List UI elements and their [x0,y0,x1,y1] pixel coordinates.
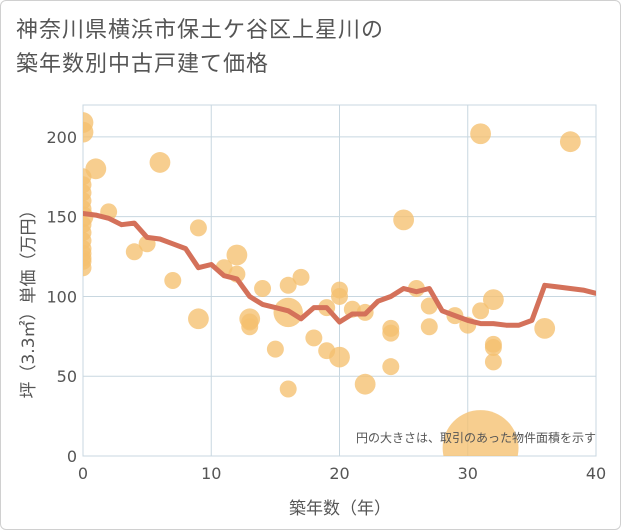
average-price-line [83,211,596,328]
bubble-point [241,313,259,331]
bubble-point [382,324,400,342]
bubble-point [189,219,207,237]
x-tick-label: 30 [458,464,478,483]
bubble-point [188,308,209,330]
bubble-point [83,259,92,277]
x-tick-label: 40 [586,464,606,483]
tick-labels: 0 10 20 30 40 0 50 100 150 200 [46,128,606,483]
bubble-point [534,317,556,339]
y-axis-title: 坪（3.3㎡）単価（万円） [19,201,39,398]
bubble-point [266,340,284,358]
x-tick-label: 0 [78,464,88,483]
bubble-point [393,209,415,231]
y-tick-label: 50 [57,367,77,386]
bubble-point [470,123,491,145]
bubble-point [226,244,248,266]
chart-title: 神奈川県横浜市保土ケ谷区上星川の 築年数別中古戸建て価格 [16,14,384,82]
y-tick-label: 200 [46,128,77,147]
bubble-point [279,380,297,398]
bubble-point [292,268,310,286]
bubble-point [442,410,519,456]
y-tick-label: 150 [46,208,77,227]
bubble-point [305,329,323,347]
bubble-point [420,297,438,315]
bubble-point [382,358,400,376]
bubble-point [164,272,182,289]
x-axis-title: 築年数（年） [289,499,391,519]
line-layer [83,211,596,328]
bubble-point [331,287,348,305]
y-tick-label: 0 [67,447,77,466]
bubble-point [85,158,107,180]
bubble-point [125,243,143,261]
grid [82,104,597,457]
bubble-point [483,289,504,311]
bubble-layer [83,112,581,456]
bubble-point [254,279,272,297]
bubble-point [149,152,171,173]
bubble-point [329,346,350,368]
y-tick-label: 100 [46,287,77,306]
bubble-point [484,339,502,356]
bubble-point [420,318,438,336]
bubble-point [279,276,297,294]
x-tick-label: 10 [201,464,221,483]
chart-title-line-2: 築年数別中古戸建て価格 [16,52,270,77]
bubble-point [83,121,94,143]
bubble-point [354,373,376,395]
bubble-point [559,131,581,153]
x-tick-label: 20 [329,464,349,483]
chart-title-line-1: 神奈川県横浜市保土ケ谷区上星川の [16,18,385,43]
size-note: 円の大きさは、取引のあった物件面積を示す [356,430,596,445]
bubble-point [484,353,502,371]
bubble-point [472,302,490,320]
